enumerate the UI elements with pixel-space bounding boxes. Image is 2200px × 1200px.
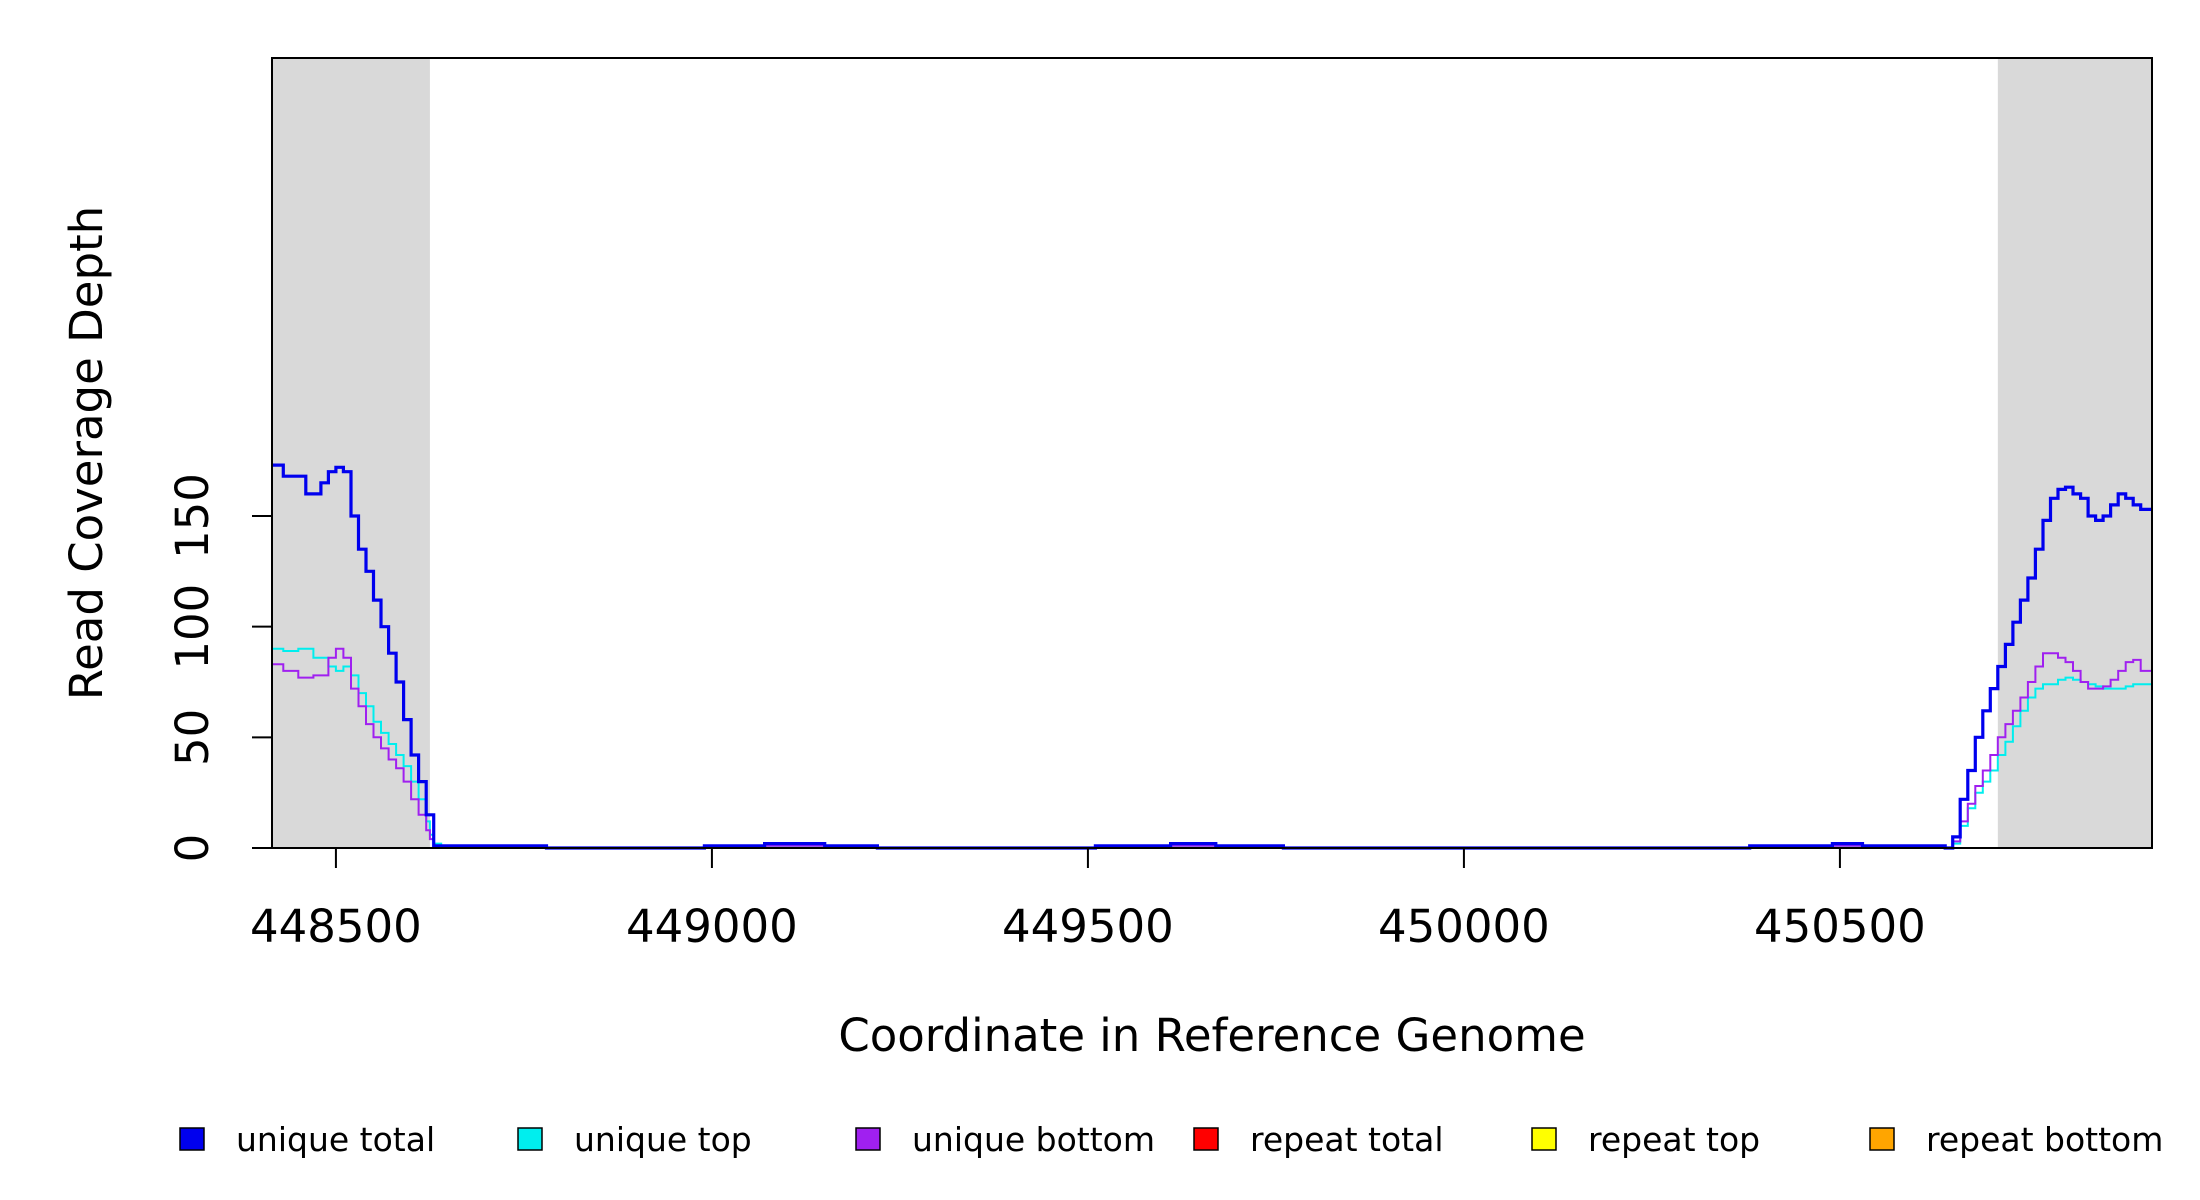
legend-label-unique-bottom: unique bottom	[912, 1120, 1155, 1159]
legend-swatch-unique-total	[179, 1127, 205, 1151]
legend-swatch-repeat-top	[1531, 1127, 1557, 1151]
y-tick-label: 150	[166, 473, 219, 559]
x-tick-label: 448500	[250, 900, 422, 953]
x-tick-label: 449000	[626, 900, 798, 953]
legend-label-unique-top: unique top	[574, 1120, 752, 1159]
y-axis: 0 50 100 150	[166, 473, 272, 862]
shaded-regions	[272, 58, 2152, 848]
plot-frame	[271, 57, 2153, 849]
x-tick-label: 450500	[1754, 900, 1926, 953]
legend-swatch-unique-bottom	[855, 1127, 881, 1151]
y-tick-label: 100	[166, 584, 219, 670]
y-axis-title: Read Coverage Depth	[60, 206, 113, 700]
series-line-unique-top	[272, 647, 2152, 849]
legend-label-repeat-top: repeat top	[1588, 1120, 1760, 1159]
series-line-unique-total	[272, 463, 2152, 850]
x-tick-label: 449500	[1002, 900, 1174, 953]
shaded-region-2	[1997, 58, 2152, 848]
legend-label-unique-total: unique total	[236, 1120, 435, 1159]
legend-label-repeat-bottom: repeat bottom	[1926, 1120, 2163, 1159]
series-lines	[272, 463, 2152, 850]
series-line-unique-bottom	[272, 647, 2152, 849]
shaded-region-1	[272, 58, 430, 848]
legend-swatch-repeat-total	[1193, 1127, 1219, 1151]
y-tick-label: 50	[166, 709, 219, 766]
legend-swatch-repeat-bottom	[1869, 1127, 1895, 1151]
legend-swatch-unique-top	[517, 1127, 543, 1151]
x-axis: 448500 449000 449500 450000 450500	[250, 848, 1926, 953]
y-tick-label: 0	[166, 834, 219, 863]
x-tick-label: 450000	[1378, 900, 1550, 953]
legend: unique total unique top unique bottom repea…	[179, 1120, 2163, 1159]
x-axis-title: Coordinate in Reference Genome	[838, 1009, 1585, 1062]
legend-label-repeat-total: repeat total	[1250, 1120, 1444, 1159]
